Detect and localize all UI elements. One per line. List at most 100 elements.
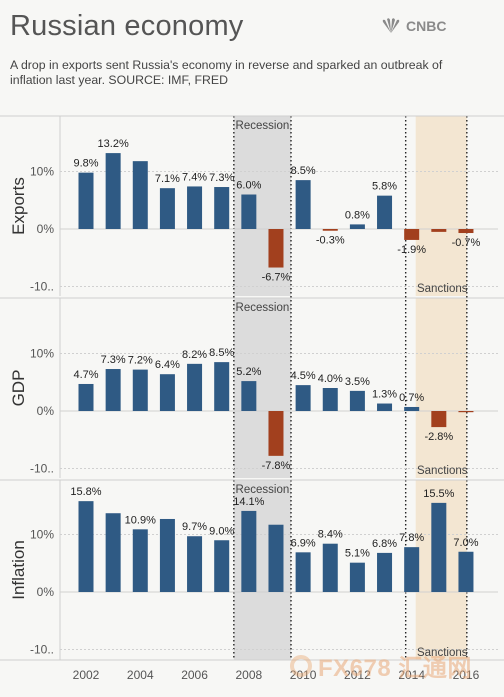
bar [132,369,148,411]
bar [349,562,365,592]
bar [187,536,203,592]
x-tick-label: 2002 [73,668,100,682]
data-label: 5.8% [372,181,397,193]
bar [241,194,257,229]
data-label: 8.2% [182,349,207,361]
sanctions-label: Sanctions [417,647,468,659]
data-label: 7.0% [453,537,478,549]
bar [377,195,393,229]
bar [78,501,94,592]
y-tick-label: 10% [30,347,54,361]
bar [214,187,230,229]
data-label: 1.3% [372,389,397,401]
x-tick-label: 2010 [290,668,317,682]
y-tick-label: 0% [37,222,55,236]
data-label: -1.9% [397,244,426,256]
bar [458,411,474,413]
data-label: 10.9% [125,514,156,526]
bar [105,369,121,411]
bar [159,188,175,229]
data-label: 14.1% [233,496,264,508]
x-tick-label: 2012 [344,668,371,682]
bar [214,362,230,411]
y-tick-label: -10.. [30,280,54,294]
bar [268,229,284,268]
bar [458,551,474,592]
recession-label: Recession [236,120,290,132]
data-label: 6.9% [291,537,316,549]
x-tick-label: 2004 [127,668,154,682]
data-label: 6.0% [236,180,261,192]
bar [295,552,311,592]
bar [404,547,420,592]
data-label: 13.2% [98,138,129,150]
data-label: 0.7% [399,392,424,404]
bar [431,502,447,592]
data-label: 9.7% [182,521,207,533]
data-label: 9.0% [209,525,234,537]
bar [159,374,175,411]
y-tick-label: -10.. [30,462,54,476]
bar [268,524,284,592]
sanctions-band [415,116,467,296]
data-label: -6.7% [262,272,291,284]
sanctions-label: Sanctions [417,465,468,477]
bar [431,411,447,428]
data-label: -7.8% [262,460,291,472]
data-label: -2.8% [424,431,453,443]
bar [159,518,175,592]
data-label: 9.8% [73,158,98,170]
data-label: 4.0% [318,373,343,385]
data-label: 5.2% [236,366,261,378]
data-label: 15.8% [70,486,101,498]
bar [241,510,257,592]
y-tick-label: 0% [37,585,55,599]
x-tick-label: 2014 [398,668,425,682]
y-axis-label: Exports [9,177,28,235]
peacock-icon [382,18,400,33]
data-label: 7.8% [399,532,424,544]
data-label: 7.3% [101,354,126,366]
recession-label: Recession [236,302,290,314]
bar [377,403,393,411]
data-label: 15.5% [423,488,454,500]
y-tick-label: -10.. [30,643,54,657]
bar [268,411,284,456]
bar [404,229,420,240]
data-label: 8.4% [318,529,343,541]
bar [322,388,338,411]
bar [349,390,365,411]
bar [349,224,365,229]
x-tick-label: 2008 [235,668,262,682]
chart-title: Russian economy [10,10,244,42]
bar [458,229,474,234]
bar [431,229,447,232]
y-tick-label: 10% [30,528,54,542]
data-label: 7.1% [155,173,180,185]
data-label: -0.7% [452,237,481,249]
data-label: 7.3% [209,172,234,184]
y-axis-label: GDP [9,370,28,407]
data-label: 3.5% [345,376,370,388]
bar [295,385,311,411]
bar [78,172,94,229]
data-label: 5.1% [345,548,370,560]
data-label: -0.3% [316,235,345,247]
bar [105,513,121,592]
data-label: 0.8% [345,209,370,221]
bar [322,543,338,592]
brand-name: CNBC [406,18,447,34]
data-label: 6.8% [372,538,397,550]
bar [78,383,94,411]
data-label: 8.5% [291,165,316,177]
brand-logo: CNBC [380,18,446,34]
bar [241,381,257,411]
data-label: 4.7% [73,369,98,381]
bar [214,540,230,592]
sanctions-band [415,298,467,478]
chart-header: Russian economy CNBC A drop in exports s… [0,0,504,112]
y-axis-label: Inflation [9,540,28,600]
bar [132,529,148,592]
data-label: 6.4% [155,359,180,371]
